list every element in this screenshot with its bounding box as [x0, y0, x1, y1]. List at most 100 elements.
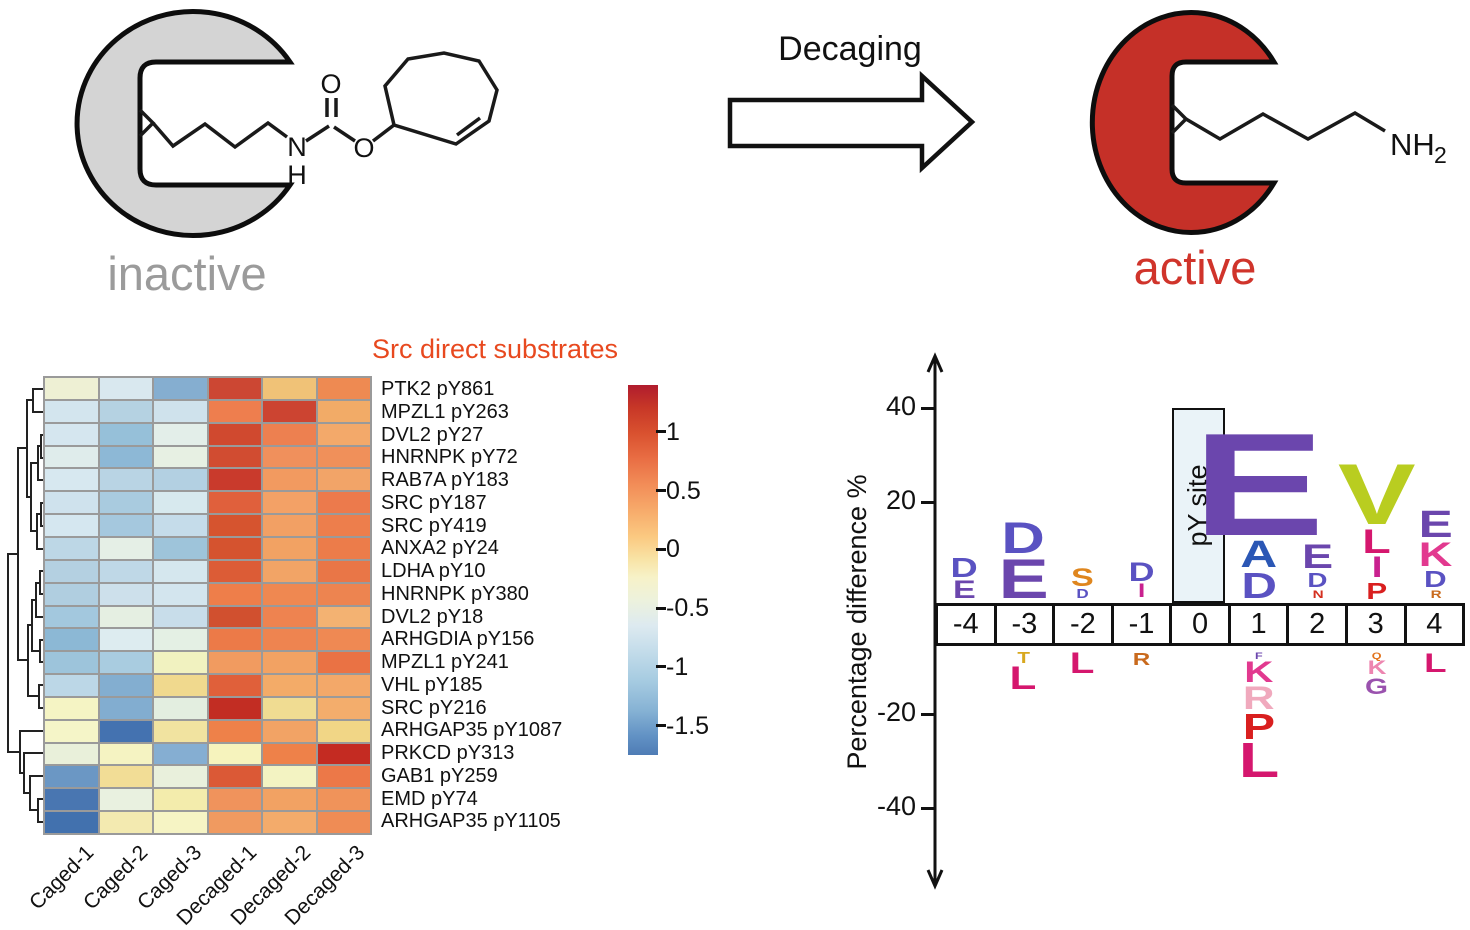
logo-letter-R: R — [1430, 589, 1442, 602]
heatmap-cell — [208, 743, 261, 765]
logo-letter-I: I — [1371, 552, 1383, 585]
heatmap-cell — [208, 446, 261, 468]
heatmap-cell — [208, 789, 261, 811]
logo-letter-T: T — [1017, 649, 1030, 667]
logo-position-band: -4 -3 -2 -1 0 1 2 3 4 — [935, 603, 1465, 646]
heatmap-cell — [45, 446, 98, 468]
colorbar-tick-label: -0.5 — [666, 594, 710, 623]
heatmap-cell — [317, 812, 370, 833]
heatmap-cell — [317, 766, 370, 788]
heatmap-cell — [154, 537, 207, 559]
heatmap-cell — [154, 400, 207, 422]
heatmap-cell — [154, 378, 207, 399]
heatmap-cell — [154, 812, 207, 833]
logo-letter-K: K — [1418, 536, 1453, 575]
heatmap-cell — [99, 515, 152, 536]
axis-arrowhead-down — [926, 869, 944, 890]
heatmap-cell — [208, 697, 261, 719]
inactive-label: inactive — [107, 247, 267, 300]
colorbar-tick — [656, 489, 666, 493]
heatmap-cell — [45, 789, 98, 811]
heatmap-cell — [45, 378, 98, 399]
heatmap-cell — [263, 446, 316, 468]
heatmap-row-label: EMD pY74 — [381, 787, 478, 810]
active-label: active — [1133, 241, 1257, 294]
heatmap-row-label: DVL2 pY18 — [381, 605, 484, 628]
heatmap-row-label: SRC pY216 — [381, 696, 487, 719]
heatmap-cell — [99, 378, 152, 399]
heatmap-cell — [99, 537, 152, 559]
logo-letter-I: I — [1137, 581, 1145, 603]
logo-letter-L: L — [1069, 646, 1095, 680]
heatmap-cell — [263, 743, 316, 765]
heatmap-cell — [317, 400, 370, 422]
ester-o-label: O — [353, 133, 374, 163]
heatmap-cell — [317, 789, 370, 811]
heatmap-cell — [263, 469, 316, 491]
heatmap-cell — [263, 675, 316, 696]
logo-letter-R: R — [1243, 680, 1275, 717]
heatmap-cell — [208, 652, 261, 674]
heatmap-cell — [154, 515, 207, 536]
axis-arrowhead-up — [926, 352, 944, 373]
heatmap-cell — [99, 743, 152, 765]
colorbar-tick — [656, 724, 666, 728]
logo-letter-L: L — [1362, 522, 1392, 561]
heatmap-cell — [263, 492, 316, 514]
logo-position-cell: 4 — [1403, 606, 1463, 643]
heatmap-cell — [99, 423, 152, 445]
logo-letter-E: E — [1193, 403, 1325, 567]
heatmap-cell — [154, 606, 207, 628]
logo-letter-D: D — [1424, 566, 1448, 593]
heatmap-cell — [208, 492, 261, 514]
heatmap-cell — [99, 652, 152, 674]
heatmap-cell — [263, 583, 316, 605]
heatmap-cell — [45, 583, 98, 605]
logo-y-tick-label: -40 — [876, 791, 916, 821]
heatmap-row-label: VHL pY185 — [381, 673, 483, 696]
heatmap-cell — [208, 812, 261, 833]
heatmap-cell — [99, 629, 152, 651]
heatmap-cell — [99, 400, 152, 422]
colorbar-tick — [656, 606, 666, 610]
logo-position-cell: -1 — [1110, 606, 1170, 643]
logo-letter-N: N — [1312, 589, 1324, 602]
heatmap-row-label: LDHA pY10 — [381, 560, 486, 582]
heatmap-cell — [317, 720, 370, 742]
heatmap-cell — [154, 789, 207, 811]
amide-h-label: H — [287, 160, 307, 190]
heatmap-cell — [45, 537, 98, 559]
heatmap-cell — [263, 789, 316, 811]
colorbar-tick-label: -1.5 — [666, 711, 710, 740]
carbonyl-o-label: O — [320, 69, 341, 99]
caged-lysine-carbamate-structure — [138, 51, 499, 150]
heatmap-cell — [45, 720, 98, 742]
logo-letter-E: E — [1302, 538, 1334, 576]
logo-letter-A: A — [1240, 534, 1278, 577]
heatmap-cell — [45, 492, 98, 514]
heatmap-cell — [99, 583, 152, 605]
heatmap-cell — [45, 423, 98, 445]
heatmap-cell — [263, 812, 316, 833]
active-protein-shape — [1089, 10, 1279, 235]
heatmap-cell — [154, 675, 207, 696]
heatmap-cell — [317, 537, 370, 559]
logo-letter-D: D — [950, 551, 979, 583]
heatmap-cell — [45, 629, 98, 651]
heatmap-cell — [208, 378, 261, 399]
heatmap-cell — [208, 629, 261, 651]
heatmap-cell — [45, 469, 98, 491]
logo-letter-K: K — [1244, 656, 1274, 690]
heatmap-cell — [154, 629, 207, 651]
heatmap-cell — [263, 652, 316, 674]
heatmap-row-label: PTK2 pY861 — [381, 378, 495, 400]
heatmap-cell — [99, 446, 152, 468]
heatmap-cell — [208, 675, 261, 696]
logo-stack-below: R — [1112, 649, 1171, 881]
logo-letter-D: D — [1001, 514, 1046, 564]
logo-position-cell: -2 — [1052, 606, 1111, 643]
heatmap-cell — [99, 720, 152, 742]
colorbar-tick-label: 0 — [666, 535, 680, 564]
